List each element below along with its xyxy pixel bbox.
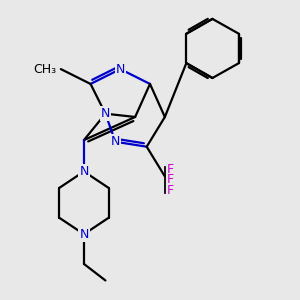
Text: F: F bbox=[167, 163, 174, 176]
Text: N: N bbox=[116, 63, 125, 76]
Text: N: N bbox=[79, 228, 88, 241]
Text: N: N bbox=[111, 135, 120, 148]
Text: F: F bbox=[167, 173, 174, 186]
Text: F: F bbox=[167, 184, 174, 197]
Text: CH₃: CH₃ bbox=[34, 63, 57, 76]
Text: N: N bbox=[101, 107, 110, 120]
Text: N: N bbox=[79, 165, 88, 178]
